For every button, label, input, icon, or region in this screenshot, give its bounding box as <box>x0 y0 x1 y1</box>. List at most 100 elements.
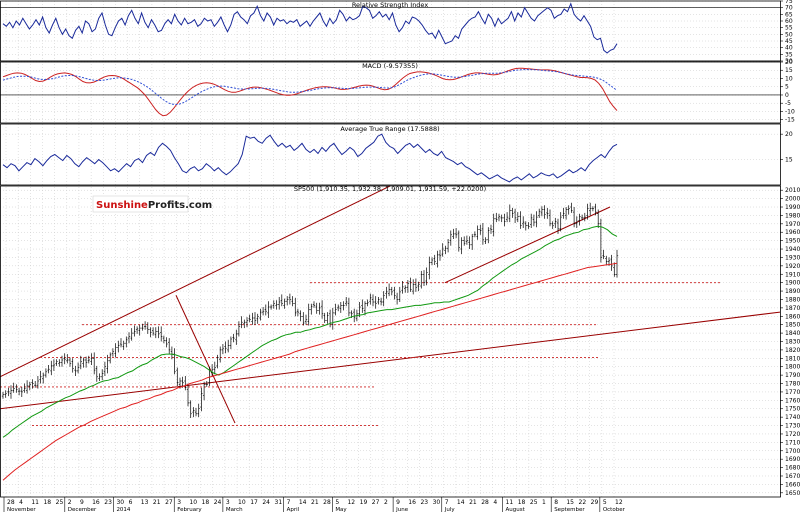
x-tick-month-label: October <box>603 507 626 512</box>
x-tick-day-label: 30 <box>116 499 124 506</box>
rsi-tick-label: 70 <box>785 5 793 12</box>
x-tick-day-label: 4 <box>19 499 23 506</box>
price-tick-label: 2000 <box>785 196 800 203</box>
price-tick-label: 1860 <box>785 313 800 320</box>
x-tick-month-label: May <box>335 507 347 512</box>
price-tick-label: 1730 <box>785 423 800 430</box>
logo-box <box>92 195 189 213</box>
x-tick-day-label: 19 <box>360 499 368 506</box>
ma50-line <box>2 225 618 438</box>
x-tick-day-label: 16 <box>408 499 416 506</box>
price-tick-label: 2010 <box>785 187 800 194</box>
price-tick-label: 1930 <box>785 254 800 261</box>
x-tick-day-label: 11 <box>506 499 514 506</box>
price-panel-title: SP500 (1,910.35, 1,932.38, 1,909.01, 1,9… <box>294 185 486 193</box>
rsi-tick-label: 75 <box>785 0 793 5</box>
x-tick-day-label: 18 <box>518 499 526 506</box>
price-tick-label: 1800 <box>785 364 800 371</box>
x-tick-day-label: 14 <box>299 499 307 506</box>
x-tick-month-label: September <box>554 507 585 512</box>
x-tick-day-label: 12 <box>615 499 623 506</box>
price-tick-label: 1960 <box>785 229 800 236</box>
logo-text-sunshine: Sunshine <box>96 200 148 211</box>
macd-tick-label: 0 <box>785 92 789 99</box>
x-tick-day-label: 21 <box>311 499 319 506</box>
price-tick-label: 1720 <box>785 431 800 438</box>
price-tick-label: 1990 <box>785 204 800 211</box>
rsi-tick-label: 45 <box>785 38 793 45</box>
rsi-tick-label: 40 <box>785 45 793 52</box>
x-tick-day-label: 28 <box>481 499 489 506</box>
x-tick-month-label: 2014 <box>116 507 130 512</box>
atr-line <box>2 133 618 183</box>
lower-channel-trendline <box>0 311 781 410</box>
price-tick-label: 1680 <box>785 465 800 472</box>
macd-signal-line <box>2 69 618 106</box>
x-tick-month-label: March <box>226 507 243 512</box>
x-tick-day-label: 28 <box>7 499 15 506</box>
series-layer <box>1 2 619 481</box>
x-tick-month-label: February <box>177 507 202 512</box>
x-tick-month-label: June <box>395 507 409 512</box>
panel-frame <box>0 123 781 186</box>
x-tick-day-label: 18 <box>202 499 210 506</box>
x-tick-day-label: 2 <box>68 499 72 506</box>
rsi-tick-label: 30 <box>785 58 793 65</box>
price-tick-label: 1700 <box>785 448 800 455</box>
price-tick-label: 1770 <box>785 389 800 396</box>
x-tick-day-label: 25 <box>530 499 538 506</box>
rising-wedge-trendline <box>444 206 611 284</box>
price-tick-label: 1980 <box>785 212 800 219</box>
x-tick-day-label: 7 <box>287 499 291 506</box>
price-tick-label: 1950 <box>785 238 800 245</box>
macd-line <box>2 67 618 117</box>
x-tick-day-label: 6 <box>129 499 133 506</box>
x-tick-month-label: August <box>506 507 526 512</box>
price-tick-label: 1840 <box>785 330 800 337</box>
price-tick-label: 1900 <box>785 280 800 287</box>
price-tick-label: 1920 <box>785 263 800 270</box>
x-tick-day-label: 29 <box>591 499 599 506</box>
rsi-panel-title: Relative Strength Index <box>352 1 429 9</box>
price-tick-label: 1910 <box>785 271 800 278</box>
x-tick-day-label: 1 <box>542 499 546 506</box>
x-tick-day-label: 4 <box>493 499 497 506</box>
x-tick-day-label: 31 <box>275 499 283 506</box>
rsi-tick-label: 35 <box>785 51 793 58</box>
x-tick-day-label: 12 <box>347 499 355 506</box>
x-tick-day-label: 30 <box>433 499 441 506</box>
x-tick-day-label: 25 <box>56 499 64 506</box>
x-tick-day-label: 2 <box>384 499 388 506</box>
x-tick-day-label: 10 <box>189 499 197 506</box>
upper-channel-trendline <box>0 185 391 378</box>
price-tick-label: 1810 <box>785 355 800 362</box>
logo-text-profits: Profits.com <box>148 200 212 211</box>
price-tick-label: 1970 <box>785 221 800 228</box>
rsi-tick-label: 60 <box>785 18 793 25</box>
macd-tick-label: -10 <box>785 108 795 115</box>
price-tick-label: 1850 <box>785 322 800 329</box>
macd-tick-label: -15 <box>785 117 795 124</box>
x-tick-day-label: 21 <box>469 499 477 506</box>
x-tick-day-label: 24 <box>262 499 270 506</box>
x-tick-day-label: 10 <box>238 499 246 506</box>
x-tick-day-label: 9 <box>80 499 84 506</box>
x-tick-day-label: 22 <box>579 499 587 506</box>
panel-frame <box>0 0 781 62</box>
x-tick-day-label: 27 <box>165 499 173 506</box>
price-tick-label: 1750 <box>785 406 800 413</box>
rsi-line <box>2 2 618 54</box>
x-tick-month-label: November <box>7 507 36 512</box>
x-tick-day-label: 23 <box>420 499 428 506</box>
x-tick-day-label: 11 <box>31 499 39 506</box>
x-tick-day-label: 9 <box>396 499 400 506</box>
x-tick-month-label: July <box>444 507 456 512</box>
price-tick-label: 1790 <box>785 372 800 379</box>
price-tick-label: 1880 <box>785 296 800 303</box>
x-tick-day-label: 27 <box>372 499 380 506</box>
x-tick-day-label: 14 <box>457 499 465 506</box>
panel-frame <box>0 61 781 124</box>
x-tick-day-label: 3 <box>226 499 230 506</box>
x-tick-day-label: 13 <box>141 499 149 506</box>
